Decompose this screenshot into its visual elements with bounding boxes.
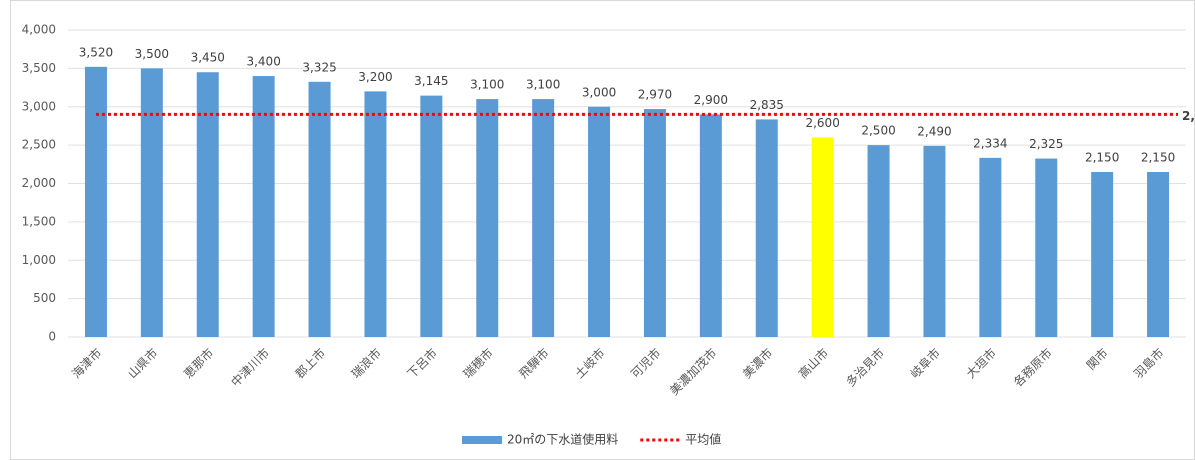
x-tick-label: 可児市 [627, 345, 663, 381]
bar [140, 68, 163, 337]
value-label: 3,145 [414, 74, 448, 88]
x-tick-label: 瑞穂市 [460, 345, 496, 381]
value-label: 2,490 [917, 124, 951, 138]
value-label: 2,500 [861, 124, 895, 138]
x-tick-label: 下呂市 [404, 345, 440, 381]
value-label: 2,900 [694, 93, 728, 107]
x-tick-label: 恵那市 [180, 345, 216, 381]
bar [699, 114, 722, 337]
x-tick-label: 美濃加茂市 [666, 345, 719, 398]
value-label: 3,100 [470, 78, 504, 92]
bar [755, 119, 778, 337]
value-label: 2,835 [750, 98, 784, 112]
value-label: 2,334 [973, 136, 1007, 150]
y-tick-label: 3,000 [22, 99, 56, 113]
x-tick-label: 大垣市 [963, 345, 999, 381]
x-tick-label: 羽島市 [1131, 345, 1167, 381]
bar [532, 99, 555, 337]
value-label: 3,520 [79, 45, 113, 59]
value-label: 2,325 [1029, 137, 1063, 151]
x-tick-label: 海津市 [68, 345, 104, 381]
value-label: 2,150 [1141, 150, 1175, 164]
legend-label: 平均値 [685, 432, 721, 447]
bar [252, 76, 275, 338]
y-tick-label: 2,000 [22, 176, 56, 190]
bar [476, 99, 499, 337]
bar [420, 95, 443, 337]
bar [364, 91, 387, 338]
x-tick-label: 郡上市 [292, 345, 328, 381]
x-tick-label: 高山市 [795, 345, 831, 381]
y-tick-label: 1,500 [22, 214, 56, 228]
value-label: 3,325 [302, 60, 336, 74]
x-tick-label: 中津川市 [228, 345, 273, 390]
value-label: 3,450 [191, 51, 225, 65]
x-tick-label: 土岐市 [572, 345, 608, 381]
legend-label: 20㎡の下水道使用料 [507, 432, 618, 447]
y-tick-label: 4,000 [22, 23, 56, 37]
value-label: 2,150 [1085, 150, 1119, 164]
bar [867, 145, 890, 337]
bar [643, 109, 666, 338]
bar [811, 137, 834, 337]
bar [588, 106, 611, 337]
y-tick-label: 500 [33, 291, 56, 305]
value-label: 2,600 [805, 116, 839, 130]
average-label: 2,900 [1182, 109, 1195, 123]
bar [308, 81, 331, 338]
value-label: 3,500 [135, 47, 169, 61]
x-tick-label: 美濃市 [739, 345, 775, 381]
value-label: 3,200 [358, 70, 392, 84]
y-tick-label: 0 [48, 330, 56, 344]
x-tick-label: 関市 [1083, 345, 1111, 373]
x-tick-label: 飛騨市 [516, 345, 552, 381]
bar [923, 145, 946, 337]
bar [84, 66, 107, 337]
x-tick-label: 山県市 [124, 345, 160, 381]
value-label: 3,100 [526, 78, 560, 92]
value-label: 3,400 [246, 55, 280, 69]
value-label: 3,000 [582, 85, 616, 99]
bar [1035, 158, 1058, 337]
bar [1091, 171, 1114, 337]
x-tick-label: 岐阜市 [907, 345, 943, 381]
y-tick-label: 1,000 [22, 253, 56, 267]
x-tick-label: 多治見市 [843, 345, 888, 390]
x-tick-label: 各務原市 [1010, 345, 1055, 390]
value-label: 2,970 [638, 88, 672, 102]
bar [196, 72, 219, 338]
y-tick-label: 2,500 [22, 138, 56, 152]
x-tick-label: 瑞浪市 [348, 345, 384, 381]
legend-swatch [462, 436, 502, 444]
bar [1147, 171, 1170, 337]
bar [979, 157, 1002, 337]
y-tick-label: 3,500 [22, 61, 56, 75]
